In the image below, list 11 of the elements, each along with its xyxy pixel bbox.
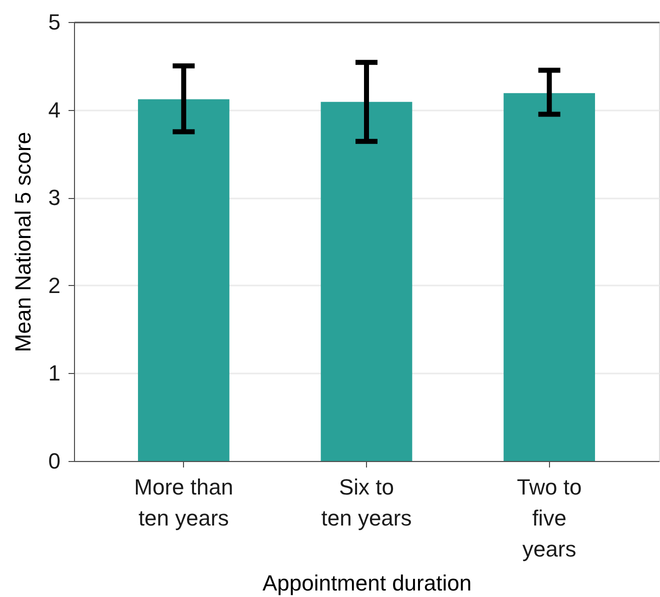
x-axis-title: Appointment duration — [262, 570, 472, 596]
y-tick-label: 1 — [48, 360, 60, 386]
y-tick-label: 0 — [48, 448, 60, 474]
x-tick-label: More than ten years — [134, 474, 234, 530]
y-tick-label: 5 — [48, 10, 60, 34]
x-tick-label: Six to ten years — [321, 474, 412, 530]
y-axis-title: Mean National 5 score — [10, 132, 36, 352]
y-tick-label: 4 — [48, 97, 60, 122]
x-tick-label: Two to five years — [516, 474, 582, 562]
y-tick-label: 3 — [48, 185, 60, 210]
y-tick-label: 2 — [48, 272, 60, 298]
